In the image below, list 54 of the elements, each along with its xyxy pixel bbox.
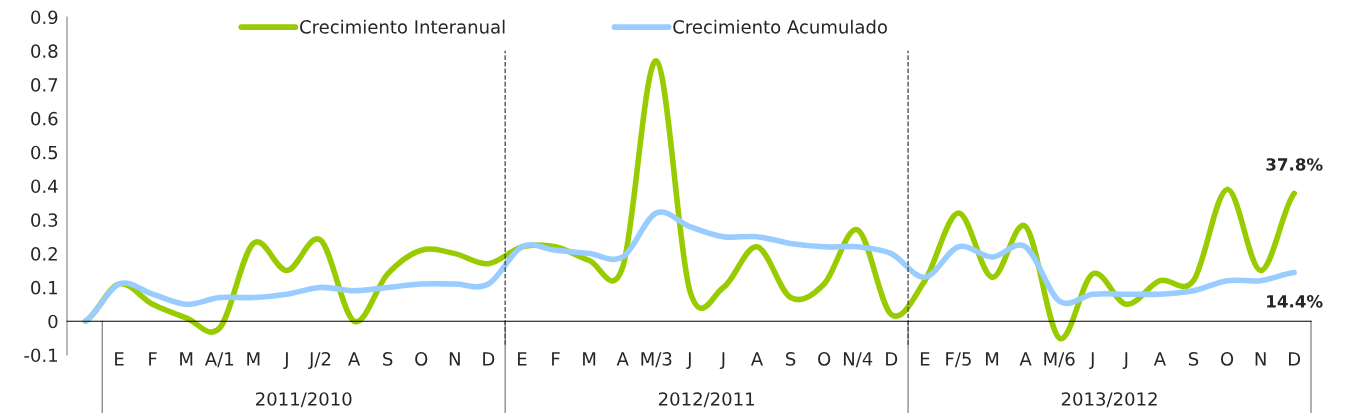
x-tick-label: O <box>818 352 831 366</box>
x-tick-label: S <box>383 352 393 366</box>
x-tick-label: E <box>920 352 930 366</box>
y-tick-label: 0.3 <box>31 213 58 227</box>
x-tick-label: E <box>518 352 527 366</box>
text: 2011/2010 <box>256 392 352 408</box>
x-tick-label: M <box>986 352 999 366</box>
x-tick-label: M <box>247 352 260 366</box>
x-tick-label: A <box>348 352 361 366</box>
x-tick-label: M/6 <box>1044 352 1075 368</box>
x-tick-label: J/2 <box>308 352 331 370</box>
y-tick-label: -0.1 <box>24 348 57 363</box>
data-label: 37.8% <box>1266 158 1323 171</box>
x-tick-label: E <box>115 352 124 366</box>
x-tick-label: A <box>1019 352 1032 366</box>
y-tick-label: 0.8 <box>31 44 58 58</box>
x-tick-label: M <box>583 352 596 366</box>
x-tick-label: N/4 <box>843 352 873 368</box>
x-tick-label: S <box>786 352 796 366</box>
text: 2013/2012 <box>1061 392 1157 408</box>
x-tick-label: F/5 <box>946 352 971 368</box>
x-tick-label: D <box>1289 352 1301 366</box>
x-tick-label: N <box>1255 352 1266 366</box>
y-tick-label: 0.1 <box>31 280 57 295</box>
y-tick-label: 0.6 <box>31 111 58 126</box>
x-tick-label: J <box>1122 352 1128 370</box>
x-tick-label: O <box>1220 352 1234 366</box>
legend-label: Crecimiento Interanual <box>300 19 505 34</box>
y-tick-label: 0.9 <box>31 10 58 25</box>
y-tick-label: 0.4 <box>31 179 58 194</box>
x-tick-label: D <box>886 352 898 366</box>
x-tick-label: F <box>149 352 157 366</box>
x-tick-label: J <box>719 352 725 370</box>
y-tick-label: 0.7 <box>31 78 58 92</box>
x-tick-label: J <box>686 352 691 370</box>
x-tick-label: N <box>449 352 460 366</box>
y-tick-label: 0.2 <box>31 247 57 261</box>
x-tick-label: D <box>483 352 495 366</box>
legend-label: Crecimiento Acumulado <box>673 19 887 34</box>
x-tick-label: S <box>1188 352 1199 366</box>
x-tick-label: A <box>750 352 764 366</box>
text: 2012/2011 <box>658 392 754 408</box>
data-label: 14.4% <box>1267 295 1323 308</box>
x-tick-label: M/3 <box>641 352 672 368</box>
y-tick-label: 0.5 <box>31 145 58 160</box>
x-tick-label: O <box>415 352 428 366</box>
x-tick-label: J <box>1089 352 1094 370</box>
x-tick-label: A/1 <box>204 352 234 368</box>
x-tick-label: F <box>552 352 560 366</box>
y-tick-label: 0 <box>48 314 58 329</box>
x-tick-label: A <box>616 352 629 366</box>
x-tick-label: J <box>283 352 288 370</box>
x-tick-label: A <box>1153 352 1166 366</box>
x-tick-label: M <box>180 352 193 366</box>
